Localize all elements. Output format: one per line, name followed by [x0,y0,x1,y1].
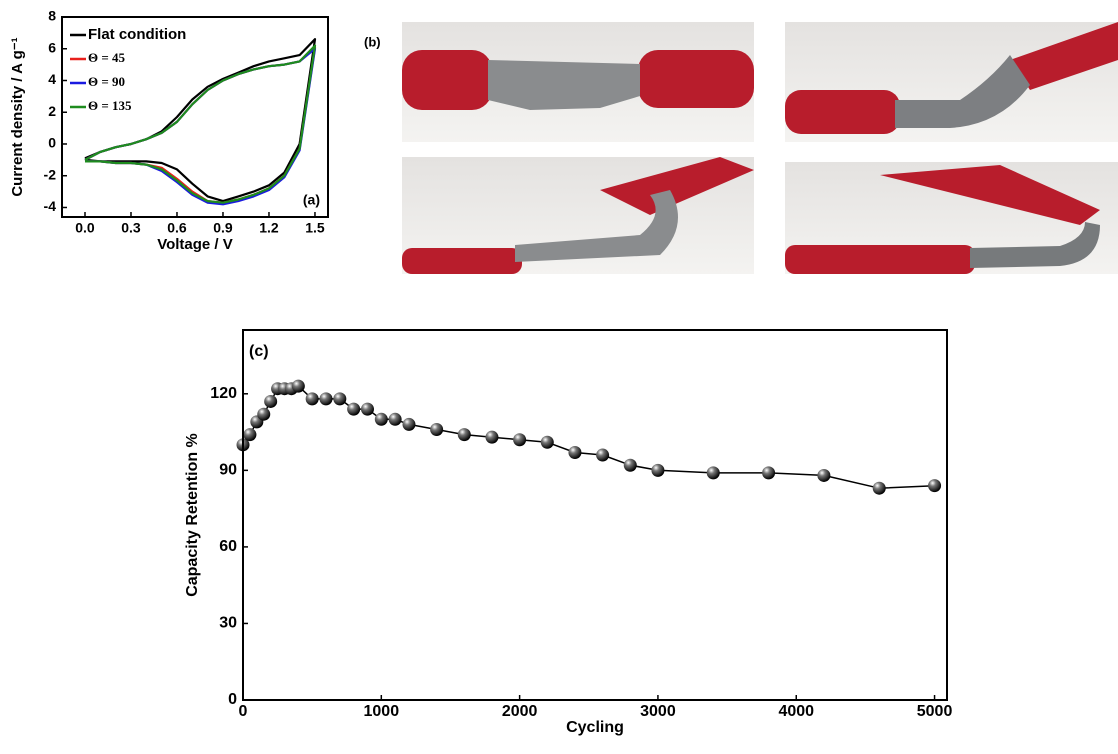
y-tick-label: 2 [48,103,56,119]
marker [762,466,776,480]
y-tick-label: 0 [228,691,237,708]
x-tick-label: 1.5 [305,220,325,236]
clip [600,157,754,215]
marker [623,458,637,472]
x-tick-label: 1000 [364,703,400,720]
legend-label: Θ = 90 [88,74,125,89]
clip [402,248,522,274]
marker [243,428,257,442]
legend-label: Θ = 45 [88,50,126,65]
marker [651,463,665,477]
marker [402,417,416,431]
series-line [84,47,317,206]
marker [513,433,527,447]
x-tick-label: 0.9 [213,220,233,236]
series-line [84,38,317,203]
y-tick-label: 4 [48,71,56,87]
electrode [895,55,1030,128]
y-axis-label: Current density / A g⁻¹ [9,37,26,196]
x-tick-label: 0.6 [167,220,187,236]
electrode [515,190,678,262]
legend-label: Flat condition [88,26,186,43]
clip [785,245,975,274]
plot-frame [242,329,948,701]
plot-frame [61,16,329,218]
x-tick-label: 5000 [917,703,953,720]
marker [817,468,831,482]
clip [402,50,492,110]
panel-label: (a) [303,192,320,208]
marker [596,448,610,462]
clip [785,90,900,134]
series-line [84,44,317,204]
marker [928,479,942,493]
marker [374,412,388,426]
clip [880,165,1100,225]
marker [485,430,499,444]
y-tick-label: 120 [210,385,237,402]
x-tick-label: 0.0 [75,220,95,236]
y-tick-label: 8 [48,8,56,24]
panel-label: (b) [364,34,381,49]
marker [257,407,271,421]
panel-label: (c) [249,343,269,360]
marker [333,392,347,406]
marker [706,466,720,480]
marker [388,412,402,426]
clip [1010,22,1118,90]
marker [540,435,554,449]
y-tick-label: -2 [44,166,57,182]
x-tick-label: 3000 [640,703,676,720]
y-tick-label: 90 [219,462,237,479]
marker [305,392,319,406]
y-tick-label: 6 [48,39,56,55]
marker [347,402,361,416]
x-tick-label: 0 [239,703,248,720]
marker [264,394,278,408]
marker [360,402,374,416]
x-tick-label: 2000 [502,703,538,720]
y-tick-label: 60 [219,538,237,555]
x-axis-label: Voltage / V [157,236,233,253]
x-tick-label: 0.3 [121,220,141,236]
y-tick-label: -4 [44,198,57,214]
series-line [242,385,935,489]
marker [568,445,582,459]
marker [291,379,305,393]
y-axis-label: Capacity Retention % [184,433,201,597]
photos: (b) [364,22,1118,274]
legend-label: Θ = 135 [88,98,132,113]
electrode [970,222,1100,268]
x-tick-label: 4000 [778,703,814,720]
marker [430,423,444,437]
clip [638,50,754,108]
y-tick-label: 30 [219,615,237,632]
y-tick-label: 0 [48,135,56,151]
x-axis-label: Cycling [566,719,624,736]
marker [457,428,471,442]
marker [319,392,333,406]
electrode [488,60,640,110]
x-tick-label: 1.2 [259,220,279,236]
marker [872,481,886,495]
